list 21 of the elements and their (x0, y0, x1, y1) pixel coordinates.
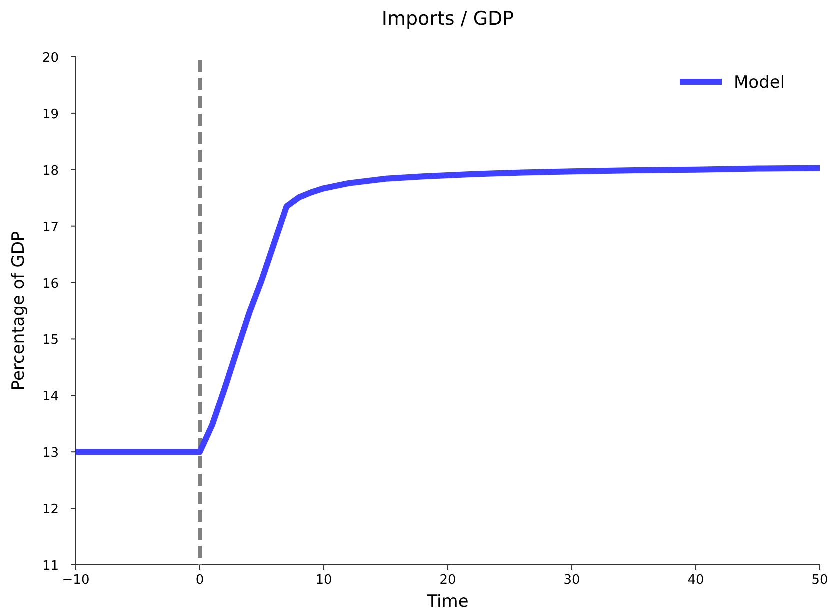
x-tick-label: −10 (62, 573, 90, 588)
y-tick-label: 16 (42, 276, 59, 292)
y-axis-title: Percentage of GDP (9, 231, 29, 391)
y-tick-label: 18 (42, 164, 59, 179)
y-tick-label: 12 (42, 502, 59, 518)
x-tick-label: 10 (316, 573, 332, 588)
x-tick-label: 30 (564, 573, 580, 588)
y-tick-label: 20 (42, 51, 59, 66)
y-tick-label: 11 (42, 559, 59, 574)
x-tick-label: 50 (812, 573, 828, 588)
y-tick-label: 14 (42, 390, 59, 405)
x-axis-title: Time (426, 592, 469, 610)
y-tick-label: 17 (42, 220, 59, 236)
x-tick-label: 0 (196, 573, 204, 588)
y-tick-label: 15 (42, 333, 59, 348)
x-tick-label: 20 (440, 573, 456, 588)
chart-title: Imports / GDP (382, 8, 514, 30)
y-tick-label: 13 (42, 446, 59, 462)
x-tick-label: 40 (688, 573, 704, 588)
y-tick-label: 19 (42, 107, 59, 122)
legend-label: Model (734, 73, 786, 93)
